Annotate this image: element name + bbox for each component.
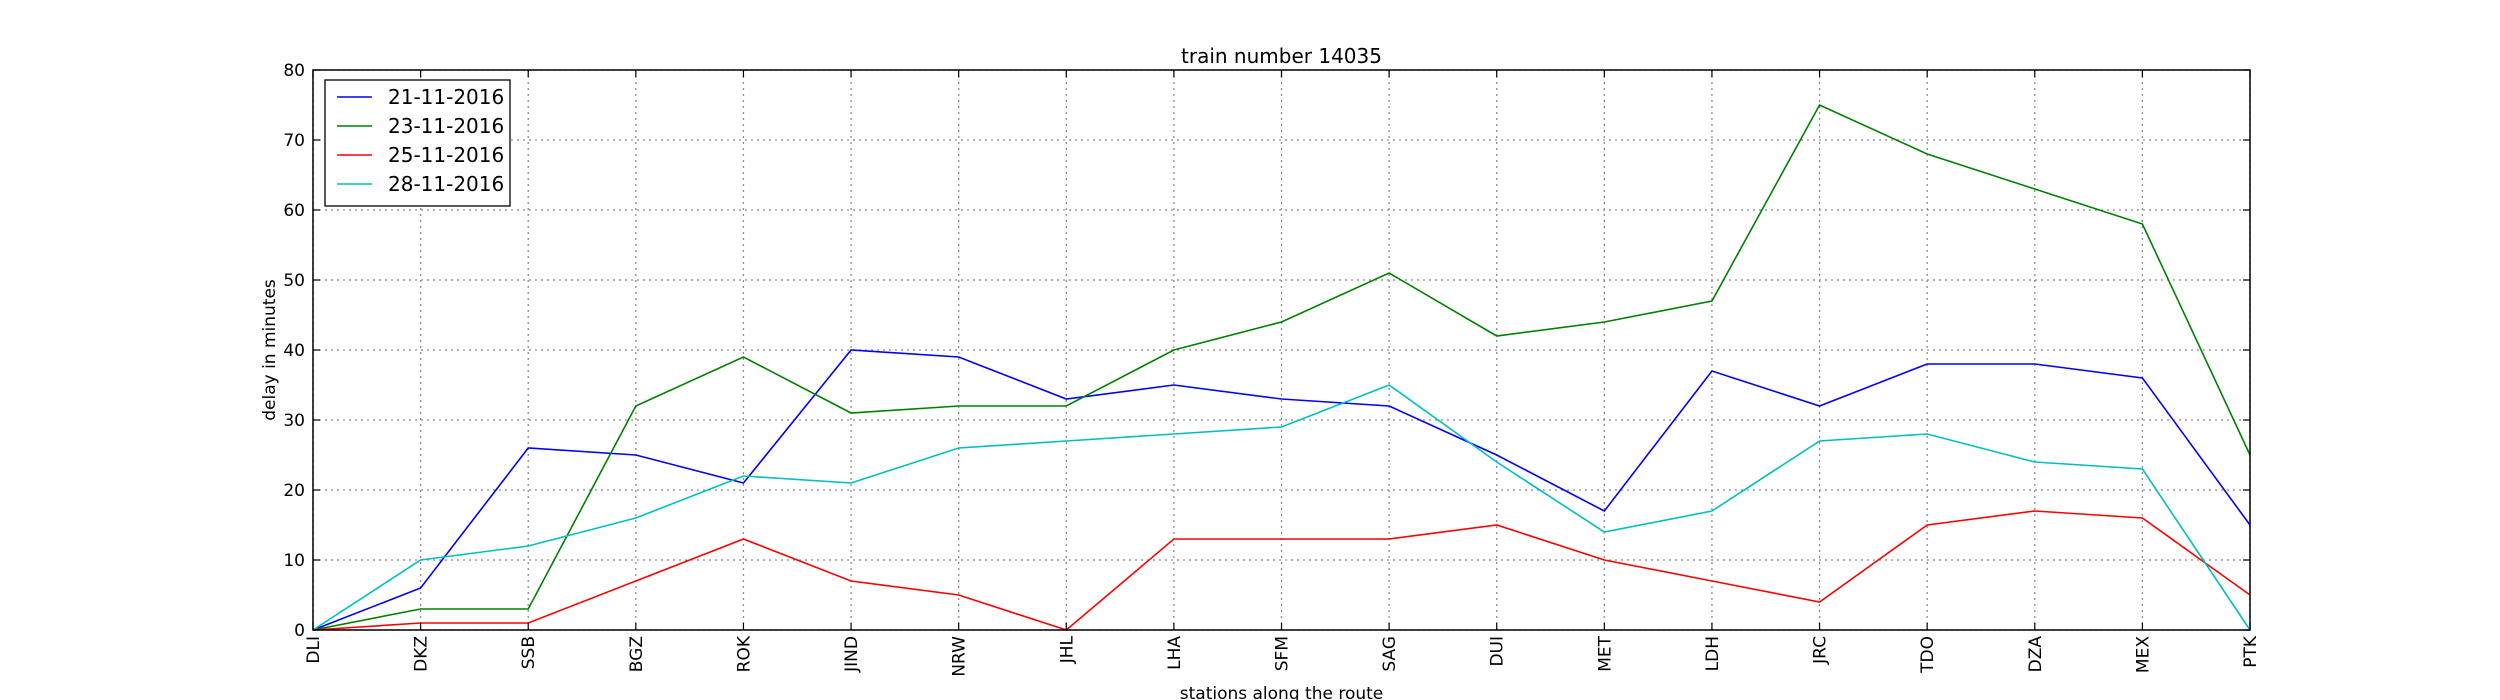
legend: 21-11-2016 23-11-2016 25-11-2016 28-11-2016 <box>324 79 511 207</box>
x-tick-label: DUI <box>1488 636 1508 667</box>
legend-label: 21-11-2016 <box>388 85 504 109</box>
y-tick-label: 20 <box>283 481 305 501</box>
series-line <box>312 510 2251 631</box>
x-tick-label: ROK <box>734 635 754 672</box>
x-tick-label: LDH <box>1703 636 1723 671</box>
grid <box>312 69 2251 631</box>
y-tick-label: 30 <box>283 411 305 431</box>
x-tick-label: NRW <box>950 636 970 677</box>
x-tick-label: LHA <box>1165 636 1185 670</box>
x-tick-label: SSB <box>519 636 539 669</box>
legend-label: 23-11-2016 <box>388 114 504 138</box>
x-tick-label: DLI <box>304 636 324 664</box>
x-tick-label: SFM <box>1273 636 1293 671</box>
x-tick-label: JRC <box>1811 636 1831 665</box>
legend-label: 28-11-2016 <box>388 172 504 196</box>
y-tick-label: 70 <box>283 131 305 151</box>
x-tick-label: MEX <box>2133 636 2153 673</box>
x-tick-label: SAG <box>1380 636 1400 672</box>
chart-title: train number 14035 <box>1181 44 1382 68</box>
series-line <box>312 349 2251 631</box>
x-tick-label: TDO <box>1918 636 1938 674</box>
series-line <box>312 103 2251 631</box>
y-axis-label: delay in minutes <box>260 279 280 421</box>
y-tick-label: 80 <box>283 61 305 81</box>
legend-label: 25-11-2016 <box>388 143 504 167</box>
y-axis-ticks: 0 10 20 30 40 50 60 70 80 <box>283 61 2250 641</box>
x-tick-label: DKZ <box>412 636 432 672</box>
x-tick-label: MET <box>1595 635 1615 671</box>
series-lines <box>312 103 2251 631</box>
x-tick-label: DZA <box>2026 636 2046 673</box>
x-tick-label: PTK <box>2241 635 2261 668</box>
x-tick-label: JIND <box>842 636 862 673</box>
y-tick-label: 10 <box>283 551 305 571</box>
y-tick-label: 40 <box>283 341 305 361</box>
x-tick-label: JHL <box>1057 635 1077 664</box>
series-line <box>312 384 2251 631</box>
y-tick-label: 50 <box>283 271 305 291</box>
legend-box <box>324 79 511 207</box>
x-axis-ticks: DLI DKZ SSB BGZ ROK JIND NRW JHL LHA SFM SAG DUI MET… <box>304 70 2261 677</box>
x-axis-label: stations along the route <box>1180 684 1384 700</box>
y-tick-label: 60 <box>283 201 305 221</box>
x-tick-label: BGZ <box>627 636 647 672</box>
y-tick-label: 0 <box>294 621 305 641</box>
